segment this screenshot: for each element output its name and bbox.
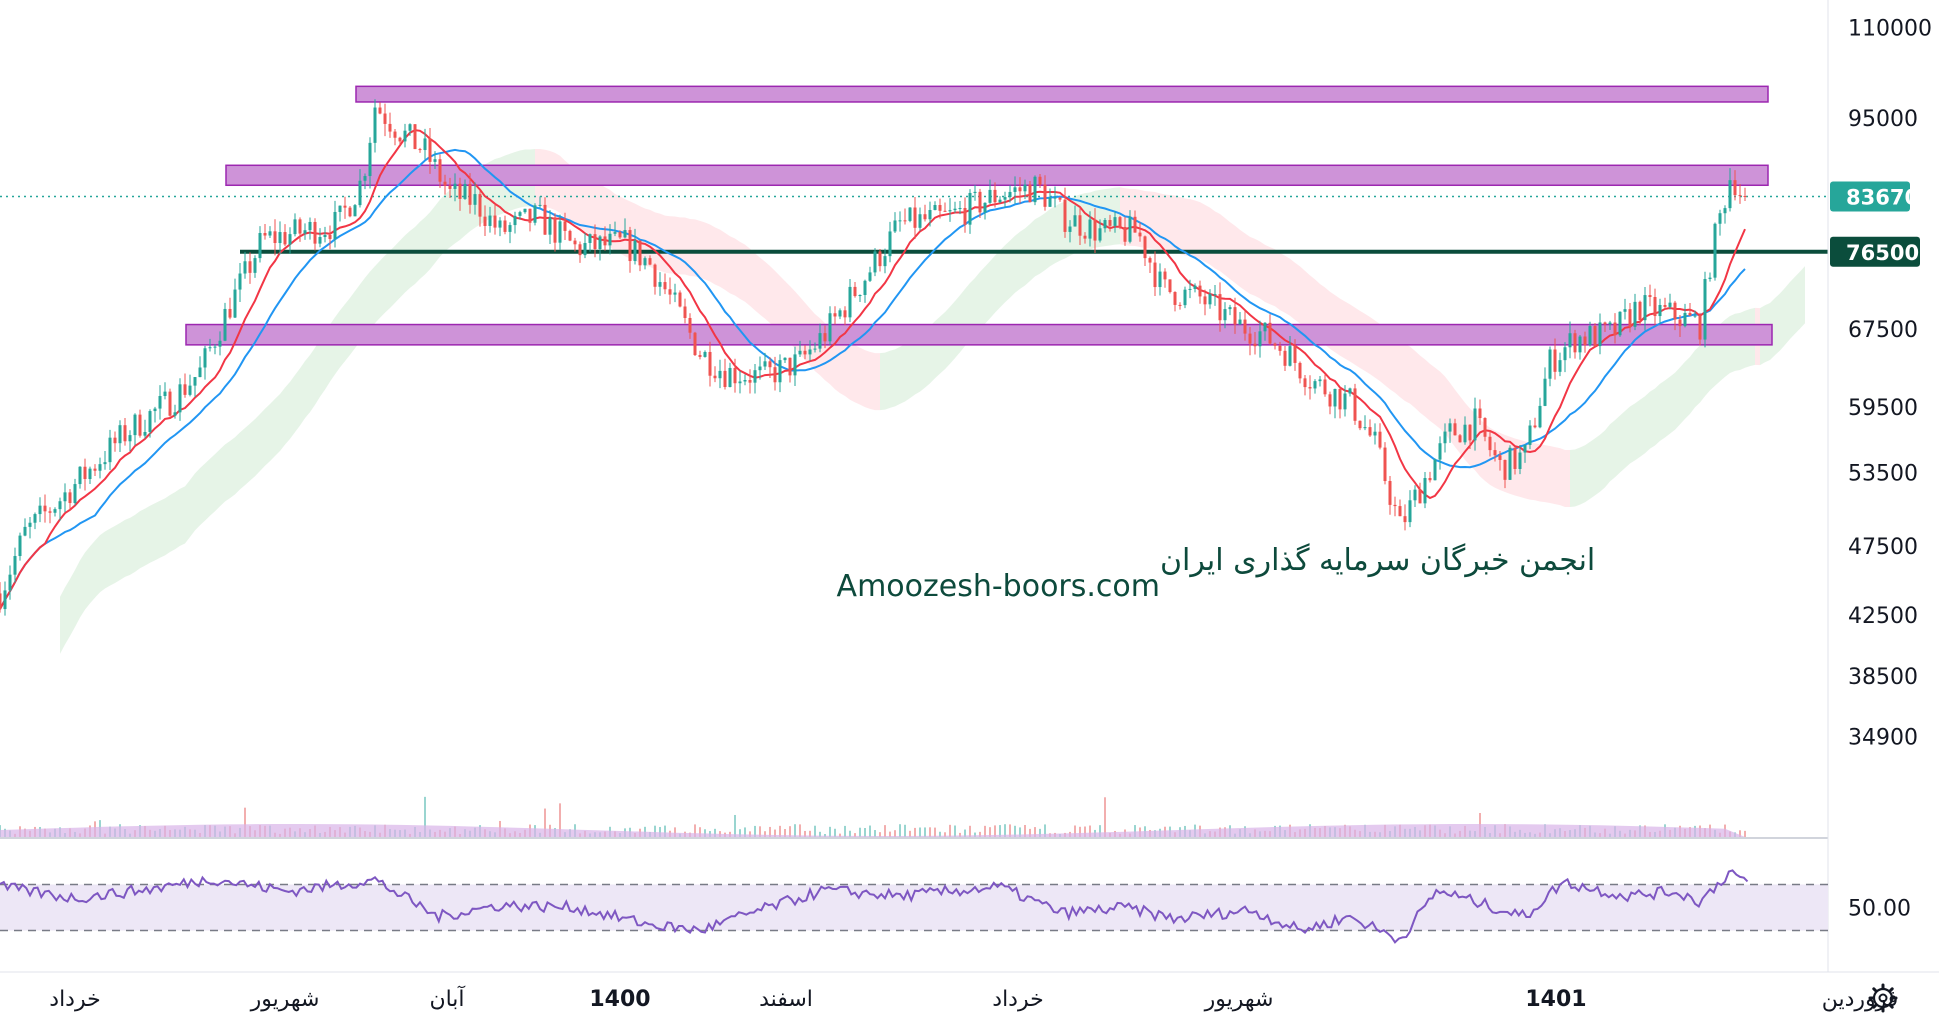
resistance-zones [185,85,1773,346]
price-tick-95000: 95000 [1848,107,1918,132]
price-tick-59500: 59500 [1848,396,1918,421]
price-tick-34900: 34900 [1848,726,1918,751]
volume-ma [0,824,1748,838]
watermark-line2: Amoozesh-boors.com [837,569,1160,604]
rsi-tick-50: 50.00 [1848,897,1911,922]
zone-1 [225,164,1769,187]
time-tick-7: 1401 [1525,987,1586,1012]
current-price-text: 83670 [1846,185,1919,209]
time-tick-6: شهریور [1204,987,1274,1012]
watermark-line1: انجمن خبرگان سرمایه گذاری ایران [1160,543,1595,578]
time-tick-2: آبان [429,985,465,1012]
time-tick-1: شهریور [250,987,320,1012]
price-tick-38500: 38500 [1848,665,1918,690]
support-price-label: 76500 [1830,236,1920,267]
zone-2 [185,323,1773,346]
rsi-line [0,869,1749,944]
price-tick-42500: 42500 [1848,604,1918,629]
price-axis: 110000 95000 67500 59500 53500 47500 42500 3850… [1848,16,1932,750]
candles [0,99,1747,616]
support-price-text: 76500 [1846,241,1919,265]
zone-0 [355,85,1769,103]
time-tick-4: اسفند [759,987,813,1012]
price-tick-47500: 47500 [1848,535,1918,560]
time-tick-5: خرداد [992,987,1043,1012]
price-tick-67500: 67500 [1848,318,1918,343]
price-tick-110000: 110000 [1848,16,1932,41]
time-tick-3: 1400 [589,987,650,1012]
gear-icon[interactable] [1868,983,1898,1013]
time-axis: خرداد شهریور آبان 1400 اسفند خرداد شهریور 1401 ف… [49,985,1898,1012]
current-price-label: 83670 [1830,181,1919,212]
price-tick-53500: 53500 [1848,462,1918,487]
time-tick-0: خرداد [49,987,100,1012]
